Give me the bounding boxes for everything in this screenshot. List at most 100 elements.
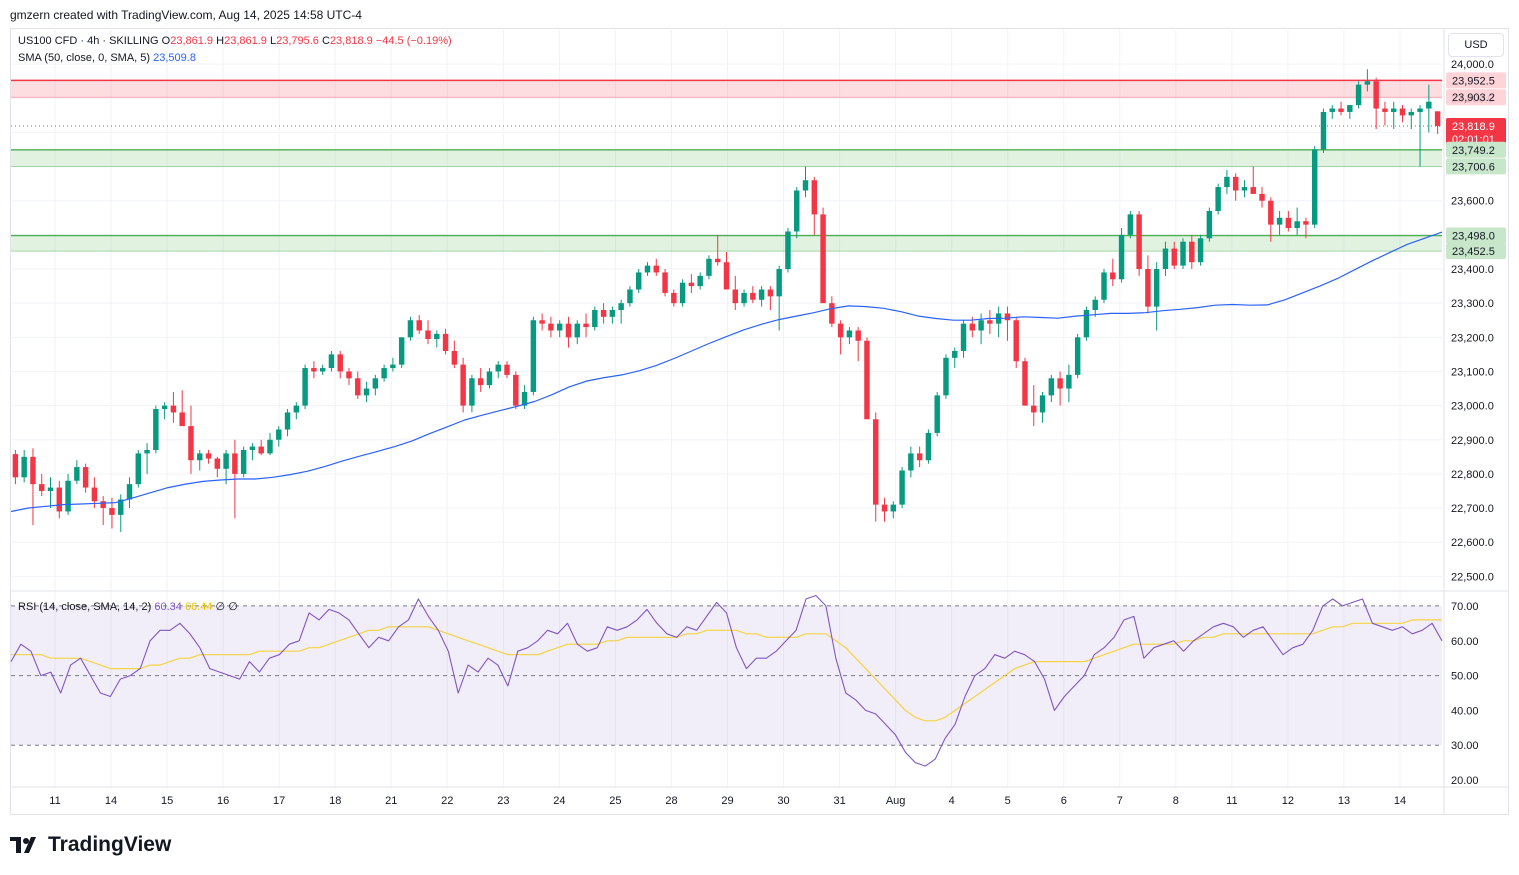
candle-down <box>873 419 879 505</box>
candles <box>12 69 1441 532</box>
time-tick-label: 4 <box>949 795 955 807</box>
time-tick-label: 12 <box>1282 795 1294 807</box>
candle-down <box>820 214 826 304</box>
candle-up <box>1390 108 1397 112</box>
candle-up <box>495 364 501 372</box>
brand-name: TradingView <box>48 833 172 856</box>
candle-up <box>1092 299 1098 310</box>
candle-up <box>1162 248 1169 270</box>
candle-down <box>425 330 431 340</box>
time-tick-label: 6 <box>1061 795 1067 807</box>
high-label: H <box>216 35 225 47</box>
candle-up <box>1074 337 1081 375</box>
candle-down <box>442 333 449 351</box>
rsi-tick-label: 70.00 <box>1451 601 1479 613</box>
price-tick-label: 24,000.0 <box>1451 59 1494 71</box>
candle-down <box>1250 187 1256 194</box>
candle-up <box>978 320 984 331</box>
price-tick-label: 23,000.0 <box>1451 401 1494 413</box>
rsi-line <box>10 594 1443 767</box>
candle-up <box>363 388 370 396</box>
resistance-zone <box>11 80 1442 98</box>
candle-up <box>960 323 967 351</box>
close-value: 23,818.9 <box>329 35 373 47</box>
candle-up <box>1127 214 1134 235</box>
candle-down <box>671 292 677 304</box>
candle-down <box>600 310 607 317</box>
candle-up <box>1083 310 1090 338</box>
candle-down <box>232 453 238 474</box>
time-tick-label: 15 <box>161 795 173 807</box>
candle-down <box>1136 214 1142 270</box>
candle-up <box>952 350 958 358</box>
time-tick-label: 14 <box>1394 795 1406 807</box>
candle-up <box>1118 234 1125 280</box>
candle-down <box>767 289 774 297</box>
candle-up <box>1426 101 1432 109</box>
candle-down <box>916 453 923 461</box>
candle-down <box>837 323 844 338</box>
symbol-legend: US100 CFD · 4h · SKILLING O23,861.9 H23,… <box>18 35 452 47</box>
price-label: 23,903.2 <box>1452 92 1495 104</box>
candle-down <box>1171 248 1177 266</box>
price-tick-label: 23,600.0 <box>1451 196 1494 208</box>
candle-up <box>1215 187 1221 211</box>
price-tick-label: 23,200.0 <box>1451 332 1494 344</box>
candle-down <box>1259 193 1265 201</box>
candle-down <box>881 504 888 512</box>
candle-down <box>1399 108 1406 116</box>
candle-down <box>969 323 976 331</box>
low-value: 23,795.6 <box>276 35 319 47</box>
candle-up <box>1180 241 1186 266</box>
price-tick-label: 22,500.0 <box>1451 571 1494 583</box>
time-tick-label: 16 <box>217 795 229 807</box>
candle-up <box>1408 111 1414 116</box>
candle-up <box>434 333 440 340</box>
time-tick-label: 29 <box>721 795 733 807</box>
candle-up <box>328 354 335 369</box>
rsi-pane <box>10 594 1443 767</box>
candle-up <box>1197 238 1204 263</box>
candle-down <box>170 405 177 413</box>
candle-up <box>1206 210 1213 239</box>
time-tick-label: 31 <box>833 795 845 807</box>
candle-up <box>1347 105 1353 112</box>
candle-down <box>539 320 545 324</box>
candle-down <box>855 330 861 341</box>
support-zone <box>11 149 1442 167</box>
candle-up <box>758 289 765 300</box>
candle-down <box>91 487 98 502</box>
candle-up <box>21 456 27 478</box>
candle-up <box>899 470 905 505</box>
sma-line <box>10 231 1443 513</box>
currency-selector[interactable]: USD <box>1448 33 1504 57</box>
candle-up <box>890 504 897 512</box>
candle-up <box>65 480 71 512</box>
candle-up <box>1417 108 1423 112</box>
candle-up <box>521 391 528 406</box>
candle-up <box>284 412 291 430</box>
candle-down <box>179 412 185 427</box>
candle-up <box>240 450 247 474</box>
time-tick-label: 17 <box>273 795 285 807</box>
candle-down <box>346 371 352 379</box>
candle-up <box>908 453 914 471</box>
time-tick-label: 23 <box>497 795 509 807</box>
price-tick-label: 22,800.0 <box>1451 469 1494 481</box>
time-tick-label: 30 <box>777 795 789 807</box>
time-tick-label: 28 <box>665 795 677 807</box>
rsi-tick-label: 60.00 <box>1451 636 1479 648</box>
candle-down <box>1145 269 1151 307</box>
candle-up <box>592 310 598 328</box>
candle-up <box>1311 149 1318 225</box>
candle-up <box>618 303 624 310</box>
candle-down <box>1013 320 1019 362</box>
rsi-extra-1: ∅ <box>215 601 226 613</box>
candle-up <box>574 323 580 338</box>
candle-up <box>1329 108 1335 112</box>
candle-down <box>12 454 19 478</box>
rsi-tick-label: 30.00 <box>1451 740 1479 752</box>
price-tick-label: 22,700.0 <box>1451 503 1494 515</box>
price-tick-label: 23,400.0 <box>1451 264 1494 276</box>
